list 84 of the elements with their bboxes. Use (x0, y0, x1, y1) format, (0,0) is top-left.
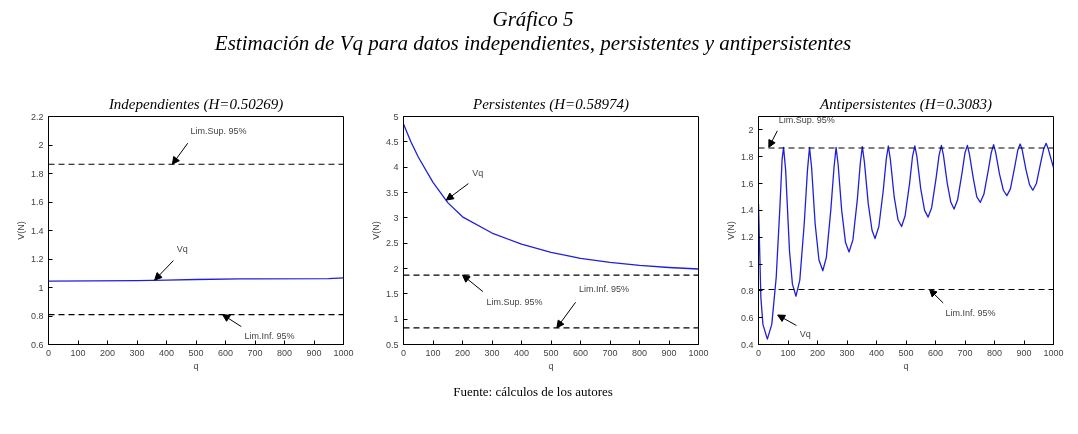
x-tick-label: 0 (756, 347, 762, 358)
x-tick-label: 900 (1016, 347, 1032, 358)
y-tick-label: 2 (38, 140, 44, 150)
x-tick-label: 500 (188, 347, 204, 358)
x-tick-label: 900 (661, 347, 677, 358)
x-tick-label: 800 (631, 347, 648, 358)
text: Gráfico 5 (492, 6, 574, 31)
line-series (403, 123, 699, 270)
y-tick-label: 0.8 (740, 285, 754, 296)
y-tick-label: 1.6 (30, 197, 44, 207)
x-tick-label: 900 (306, 347, 322, 358)
y-tick-label: 0.5 (385, 339, 399, 350)
y-axis-title: V(N) (370, 221, 381, 240)
x-tick-label: 300 (484, 347, 500, 358)
annotation: Vq (176, 244, 188, 255)
x-tick-label: 100 (70, 347, 86, 358)
x-tick-label: 700 (602, 347, 618, 358)
y-tick-label: 2 (393, 263, 399, 274)
y-tick-label: 4.5 (385, 136, 399, 147)
x-tick-label: 1000 (688, 347, 709, 358)
chart-title: Antipersistentes (H=0.3083) (819, 95, 992, 113)
y-tick-label: 1.2 (740, 232, 754, 243)
chart-title: Independientes (H=0.50269) (107, 95, 284, 113)
y-tick-label: 1.5 (385, 288, 399, 299)
x-tick-label: 800 (276, 347, 293, 358)
y-tick-label: 1 (748, 259, 754, 270)
annotation: Vq (799, 328, 811, 339)
y-tick-label: 1.6 (740, 178, 754, 189)
x-tick-label: 1000 (1043, 347, 1064, 358)
x-tick-label: 300 (129, 347, 145, 358)
text: Estimación de Vq para datos independientes, persistentes y antipersistentes (213, 31, 852, 56)
y-tick-label: 2.2 (30, 111, 44, 122)
annotation: Lim.Sup. 95% (190, 126, 247, 137)
y-tick-label: 0.8 (30, 311, 44, 321)
y-tick-label: 1.8 (740, 151, 754, 162)
x-tick-label: 400 (158, 347, 175, 358)
x-tick-label: 400 (868, 347, 885, 358)
y-tick-label: 0.4 (740, 339, 754, 350)
x-tick-label: 500 (543, 347, 559, 358)
y-tick-label: 1.4 (740, 205, 754, 216)
y-tick-label: 2.5 (385, 238, 399, 249)
x-tick-label: 800 (986, 347, 1003, 358)
x-tick-label: 500 (898, 347, 914, 358)
x-axis-title: q (548, 360, 554, 371)
y-tick-label: 2 (748, 124, 754, 135)
y-tick-label: 1.4 (30, 225, 44, 236)
annotation: Lim.Inf. 95% (578, 283, 629, 294)
y-tick-label: 1.2 (30, 254, 44, 264)
annotation: Lim.Inf. 95% (945, 307, 996, 318)
x-tick-label: 700 (247, 347, 263, 358)
y-tick-label: 5 (393, 111, 399, 122)
x-tick-label: 0 (46, 347, 52, 358)
y-axis-title: V(N) (15, 221, 26, 240)
x-tick-label: 400 (513, 347, 530, 358)
y-tick-label: 0.6 (30, 339, 44, 350)
line-series (758, 142, 1054, 340)
chart-title: Persistentes (H=0.58974) (472, 95, 629, 113)
y-tick-label: 3.5 (385, 187, 399, 198)
x-tick-label: 1000 (333, 347, 354, 358)
x-tick-label: 600 (572, 347, 589, 358)
x-tick-label: 200 (454, 347, 471, 358)
x-tick-label: 300 (839, 347, 855, 358)
y-tick-label: 1 (38, 282, 44, 293)
x-axis-title: q (193, 360, 199, 371)
y-tick-label: 4 (393, 162, 399, 173)
x-tick-label: 700 (957, 347, 973, 358)
y-tick-label: 0.6 (740, 312, 754, 323)
y-tick-label: 1 (393, 314, 399, 325)
y-tick-label: 3 (393, 212, 399, 223)
x-tick-label: 100 (780, 347, 796, 358)
x-tick-label: 600 (927, 347, 944, 358)
y-axis-title: V(N) (725, 221, 736, 240)
x-axis-title: q (903, 360, 909, 371)
x-tick-label: 200 (99, 347, 116, 358)
source-note: Fuente: cálculos de los autores (453, 384, 613, 399)
x-tick-label: 600 (217, 347, 234, 358)
x-tick-label: 100 (425, 347, 441, 358)
y-tick-label: 1.8 (30, 168, 44, 179)
x-tick-label: 0 (401, 347, 407, 358)
annotation: Vq (472, 168, 484, 179)
annotation: Lim.Sup. 95% (778, 115, 835, 126)
annotation: Lim.Sup. 95% (486, 297, 543, 308)
annotation: Lim.Inf. 95% (244, 330, 295, 341)
x-tick-label: 200 (809, 347, 826, 358)
